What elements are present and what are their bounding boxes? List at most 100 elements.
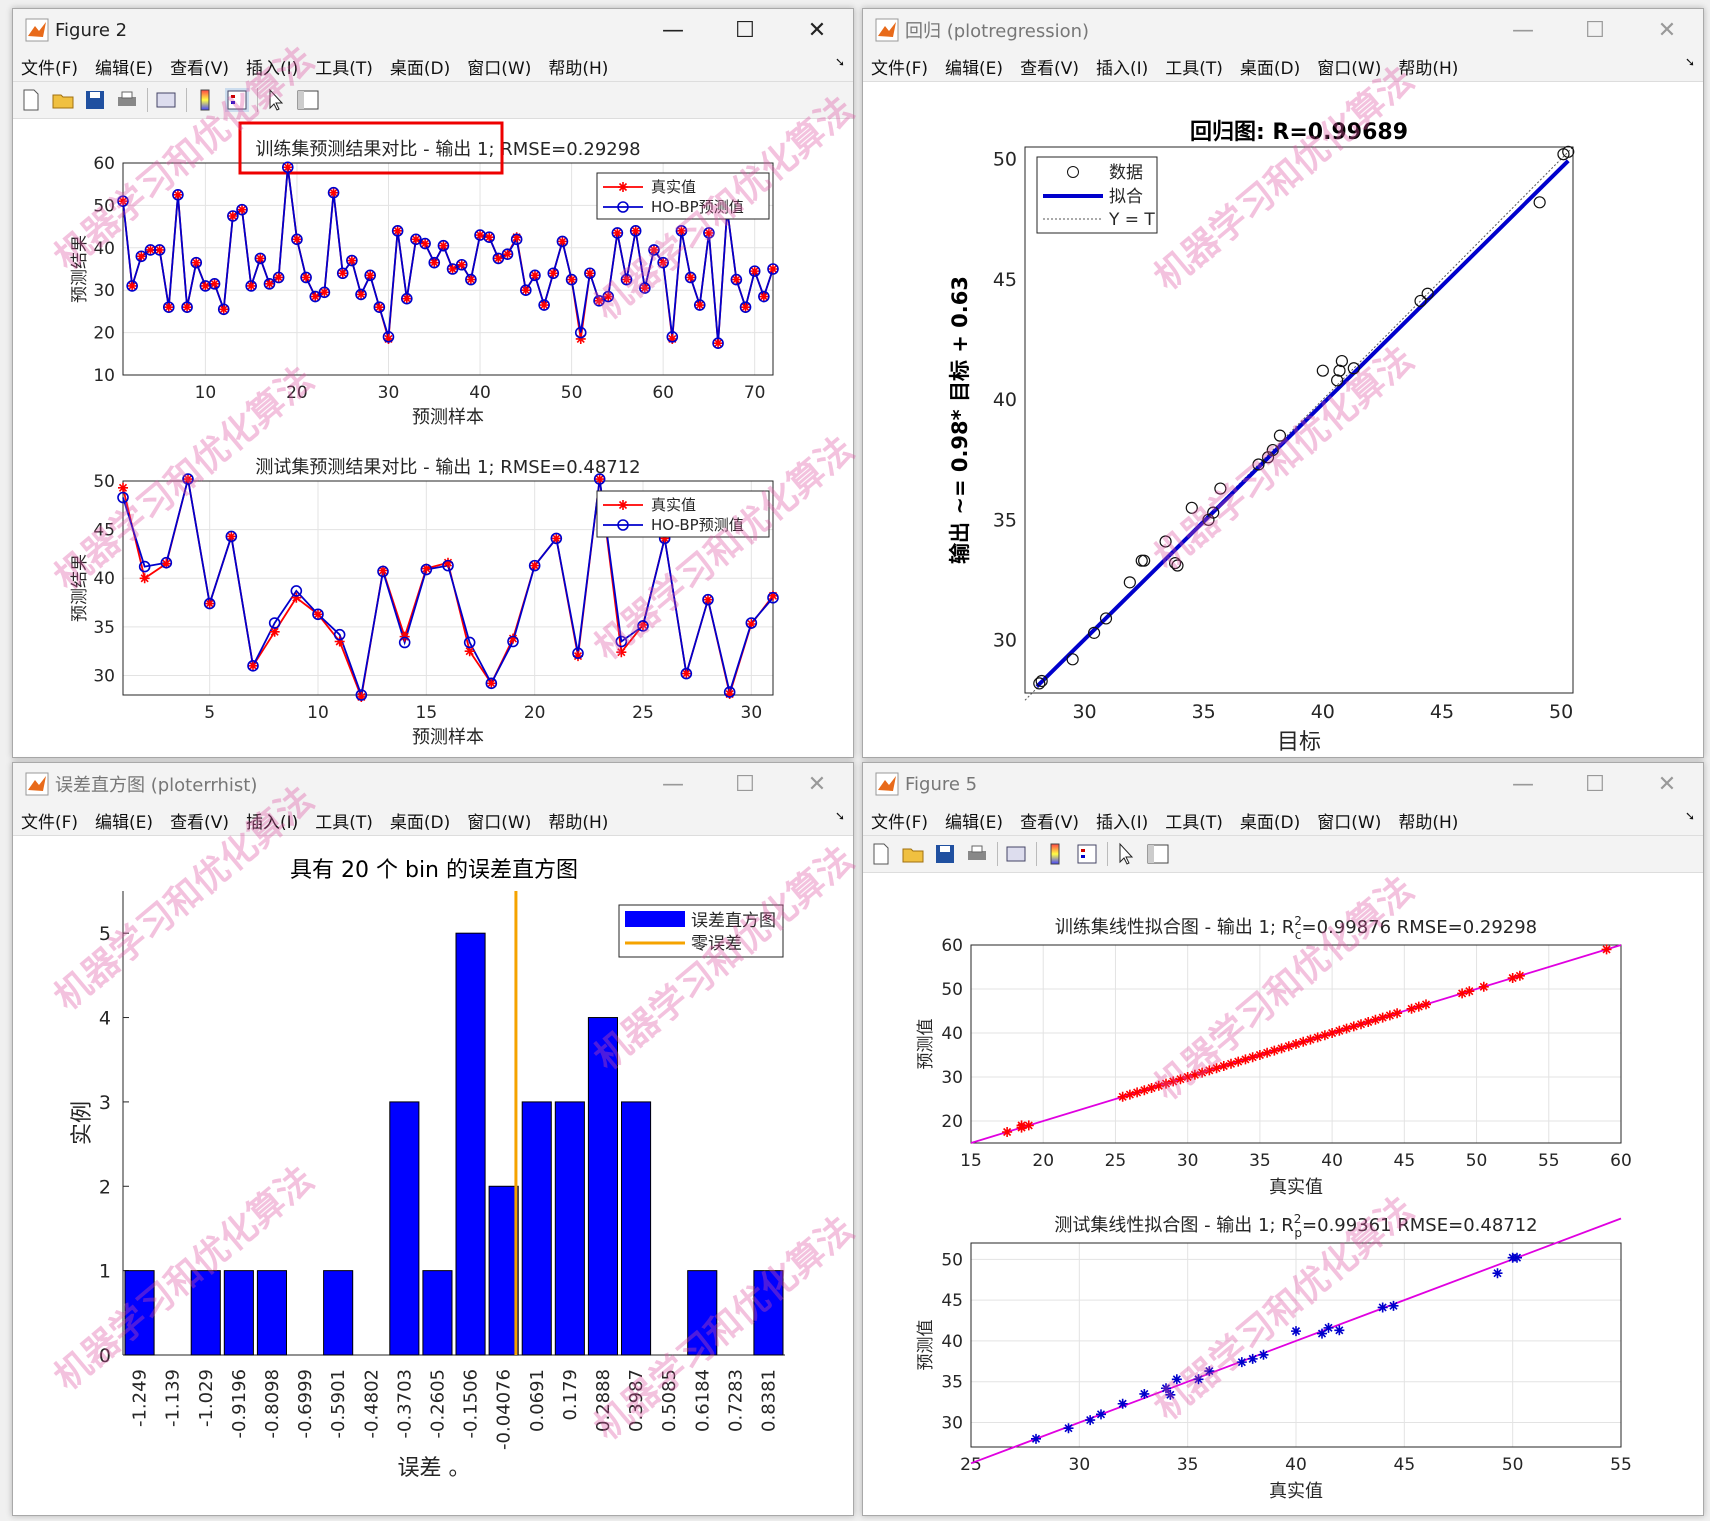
minimize-button[interactable]: — — [1512, 771, 1534, 797]
menu-insert[interactable]: 插入(I) — [1095, 58, 1149, 79]
figure2-titlebar[interactable]: Figure 2 — ☐ ✕ — [13, 9, 853, 51]
menu-desktop[interactable]: 桌面(D) — [389, 58, 451, 79]
dock-arrow-icon[interactable]: ➘ — [1684, 55, 1695, 69]
menu-view[interactable]: 查看(V) — [170, 58, 229, 79]
predicted-value-marker — [510, 233, 523, 246]
maximize-button[interactable]: ☐ — [1585, 17, 1605, 43]
menu-tools[interactable]: 工具(T) — [1165, 58, 1223, 79]
y-tick-label: 40 — [941, 1024, 963, 1044]
data-point — [1384, 1010, 1395, 1021]
histogram-axes: 0 1 2 3 4 5 -1.249 -1.139 -1.029 -0.9196 -0.8098 -0… — [70, 858, 785, 1481]
menu-tools[interactable]: 工具(T) — [315, 812, 373, 833]
menu-help[interactable]: 帮助(H) — [548, 812, 609, 833]
maximize-button[interactable]: ☐ — [1585, 771, 1605, 797]
menu-edit[interactable]: 编辑(E) — [945, 812, 1004, 833]
menu-view[interactable]: 查看(V) — [1020, 58, 1079, 79]
minimize-button[interactable]: — — [1512, 17, 1534, 43]
menu-insert[interactable]: 插入(I) — [245, 58, 299, 79]
predicted-value-marker — [572, 647, 584, 659]
maximize-button[interactable]: ☐ — [735, 771, 755, 797]
y-tick-label: 40 — [993, 389, 1017, 411]
colorbar-icon[interactable] — [193, 88, 217, 112]
menu-view[interactable]: 查看(V) — [1020, 812, 1079, 833]
dock-arrow-icon[interactable]: ➘ — [834, 809, 845, 823]
figure5-titlebar[interactable]: Figure 5 — ☐ ✕ — [863, 763, 1703, 805]
property-editor-icon[interactable] — [296, 88, 320, 112]
bin-label: -1.249 — [130, 1369, 151, 1427]
x-tick-label: 25 — [632, 703, 654, 723]
true-value-marker — [529, 270, 540, 281]
colorbar-icon[interactable] — [1043, 842, 1067, 866]
true-value-marker — [658, 257, 669, 268]
menu-view[interactable]: 查看(V) — [170, 812, 229, 833]
menu-insert[interactable]: 插入(I) — [245, 812, 299, 833]
property-editor-icon[interactable] — [1146, 842, 1170, 866]
true-value-marker — [676, 225, 687, 236]
predicted-value-marker — [748, 265, 761, 277]
true-value-marker — [464, 646, 475, 657]
maximize-button[interactable]: ☐ — [735, 17, 755, 43]
menu-help[interactable]: 帮助(H) — [1398, 812, 1459, 833]
true-value-marker — [731, 274, 742, 285]
new-file-icon[interactable] — [869, 842, 893, 866]
menu-window[interactable]: 窗口(W) — [1317, 812, 1382, 833]
dock-arrow-icon[interactable]: ➘ — [834, 55, 845, 69]
print-icon[interactable] — [965, 842, 989, 866]
regression-titlebar[interactable]: 回归 (plotregression) — ☐ ✕ — [863, 9, 1703, 51]
x-tick-label: 45 — [1430, 701, 1454, 723]
new-file-icon[interactable] — [19, 88, 43, 112]
cursor-icon[interactable] — [264, 88, 288, 112]
errhist-titlebar[interactable]: 误差直方图 (ploterrhist) — ☐ ✕ — [13, 763, 853, 805]
menu-desktop[interactable]: 桌面(D) — [1239, 58, 1301, 79]
minimize-button[interactable]: — — [662, 771, 684, 797]
menu-edit[interactable]: 编辑(E) — [95, 58, 154, 79]
true-value-marker — [584, 268, 595, 279]
open-folder-icon[interactable] — [51, 88, 75, 112]
cursor-icon[interactable] — [1114, 842, 1138, 866]
close-button[interactable]: ✕ — [807, 771, 827, 797]
close-button[interactable]: ✕ — [1657, 17, 1677, 43]
close-button[interactable]: ✕ — [807, 17, 827, 43]
menu-file[interactable]: 文件(F) — [21, 58, 79, 79]
errhist-window: 误差直方图 (ploterrhist) — ☐ ✕ 文件(F) 编辑(E) 查看… — [12, 762, 854, 1516]
menu-insert[interactable]: 插入(I) — [1095, 812, 1149, 833]
dock-arrow-icon[interactable]: ➘ — [1684, 809, 1695, 823]
menu-window[interactable]: 窗口(W) — [467, 58, 532, 79]
menu-window[interactable]: 窗口(W) — [1317, 58, 1382, 79]
predicted-value-marker — [745, 617, 758, 629]
menu-window[interactable]: 窗口(W) — [467, 812, 532, 833]
legend-icon[interactable] — [1075, 842, 1099, 866]
histogram-bar — [389, 1101, 420, 1356]
menu-tools[interactable]: 工具(T) — [315, 58, 373, 79]
minimize-button[interactable]: — — [662, 17, 684, 43]
menu-help[interactable]: 帮助(H) — [1398, 58, 1459, 79]
menu-file[interactable]: 文件(F) — [871, 812, 929, 833]
link-plot-icon[interactable] — [154, 88, 178, 112]
y-tick-label: 35 — [93, 618, 115, 638]
menu-desktop[interactable]: 桌面(D) — [389, 812, 451, 833]
legend-icon[interactable] — [225, 88, 249, 112]
menu-edit[interactable]: 编辑(E) — [945, 58, 1004, 79]
save-icon[interactable] — [83, 88, 107, 112]
menu-file[interactable]: 文件(F) — [871, 58, 929, 79]
y-tick-label: 20 — [93, 324, 115, 344]
true-value-marker — [758, 291, 769, 302]
predicted-value-marker — [263, 278, 276, 290]
menu-file[interactable]: 文件(F) — [21, 812, 79, 833]
true-value-marker — [438, 240, 449, 251]
print-icon[interactable] — [115, 88, 139, 112]
close-button[interactable]: ✕ — [1657, 771, 1677, 797]
data-point — [1066, 653, 1079, 666]
data-point — [1478, 981, 1489, 992]
y-tick-label: 40 — [93, 569, 115, 589]
menu-edit[interactable]: 编辑(E) — [95, 812, 154, 833]
save-icon[interactable] — [933, 842, 957, 866]
legend-data-marker — [1067, 166, 1079, 178]
menu-desktop[interactable]: 桌面(D) — [1239, 812, 1301, 833]
histogram-bar — [323, 1270, 354, 1356]
open-folder-icon[interactable] — [901, 842, 925, 866]
true-value-marker — [139, 573, 150, 584]
menu-help[interactable]: 帮助(H) — [548, 58, 609, 79]
menu-tools[interactable]: 工具(T) — [1165, 812, 1223, 833]
link-plot-icon[interactable] — [1004, 842, 1028, 866]
